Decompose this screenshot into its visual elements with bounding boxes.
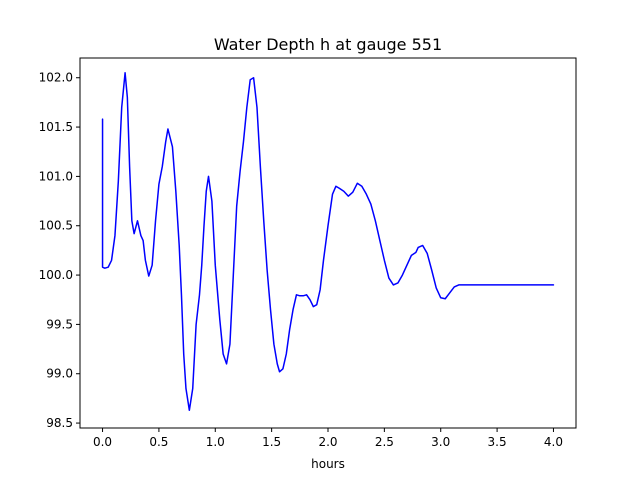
series-line-0 — [101, 72, 555, 411]
y-tick-label: 99.0 — [46, 367, 73, 381]
x-tick-label: 0.0 — [93, 435, 112, 449]
y-tick-label: 98.5 — [46, 416, 73, 430]
y-tick-label: 100.0 — [39, 268, 73, 282]
x-tick-label: 0.5 — [149, 435, 168, 449]
plot-area — [101, 72, 555, 411]
axis-ticks: 0.0 0.5 1.0 1.5 2.0 2.5 3.0 3.5 4.0 98.5 99.0 99.5 1… — [39, 71, 563, 449]
x-axis-label: hours — [311, 457, 345, 471]
x-tick-label: 1.5 — [262, 435, 281, 449]
x-tick-label: 4.0 — [544, 435, 563, 449]
x-tick-label: 3.5 — [488, 435, 507, 449]
chart-title: Water Depth h at gauge 551 — [214, 35, 442, 54]
y-tick-label: 102.0 — [39, 71, 73, 85]
y-tick-label: 100.5 — [39, 219, 73, 233]
y-tick-label: 99.5 — [46, 317, 73, 331]
x-tick-label: 1.0 — [206, 435, 225, 449]
x-tick-label: 2.0 — [318, 435, 337, 449]
y-tick-label: 101.5 — [39, 120, 73, 134]
y-tick-label: 101.0 — [39, 169, 73, 183]
x-tick-label: 2.5 — [375, 435, 394, 449]
x-tick-label: 3.0 — [431, 435, 450, 449]
